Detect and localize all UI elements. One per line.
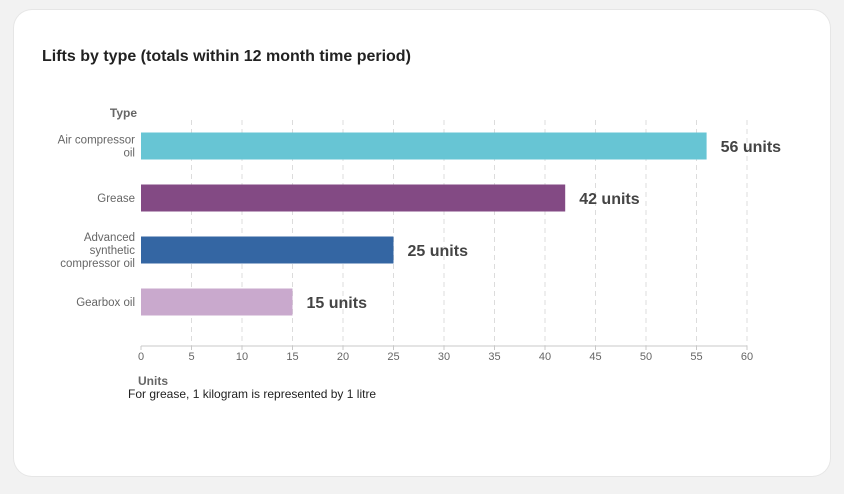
x-tick-label: 15 — [286, 351, 298, 363]
x-axis-title: Units — [138, 374, 168, 388]
x-tick-label: 25 — [387, 351, 399, 363]
bar — [141, 132, 707, 160]
data-labels: 56 units 42 units 25 units 15 units — [307, 139, 782, 312]
category-label: Grease — [97, 193, 135, 205]
x-tick-label: 40 — [539, 351, 551, 363]
category-label: Air compressor oil — [58, 135, 135, 160]
chart-footnote: For grease, 1 kilogram is represented by… — [128, 387, 377, 401]
x-axis-ticks: 0 5 10 15 20 25 30 35 40 45 50 55 60 — [138, 346, 753, 363]
bar — [141, 236, 394, 264]
x-tick-label: 30 — [438, 351, 450, 363]
x-tick-label: 35 — [488, 351, 500, 363]
x-tick-label: 0 — [138, 351, 144, 363]
x-tick-label: 50 — [640, 351, 652, 363]
x-tick-label: 60 — [741, 351, 753, 363]
data-label: 42 units — [579, 191, 640, 208]
x-tick-label: 5 — [188, 351, 194, 363]
x-tick-label: 20 — [337, 351, 349, 363]
y-axis-title: Type — [110, 106, 137, 120]
category-labels: Air compressor oil Grease Advanced synthetic… — [58, 135, 136, 310]
category-label: Advanced synthetic compressor oil — [60, 232, 135, 270]
x-tick-label: 45 — [589, 351, 601, 363]
bars — [141, 132, 707, 316]
data-label: 25 units — [408, 243, 469, 260]
data-label: 15 units — [307, 295, 368, 312]
category-label: Gearbox oil — [76, 297, 135, 309]
x-tick-label: 10 — [236, 351, 248, 363]
chart-title: Lifts by type (totals within 12 month ti… — [42, 48, 411, 65]
x-tick-label: 55 — [690, 351, 702, 363]
data-label: 56 units — [721, 139, 782, 156]
bar — [141, 288, 293, 316]
bar — [141, 184, 566, 212]
